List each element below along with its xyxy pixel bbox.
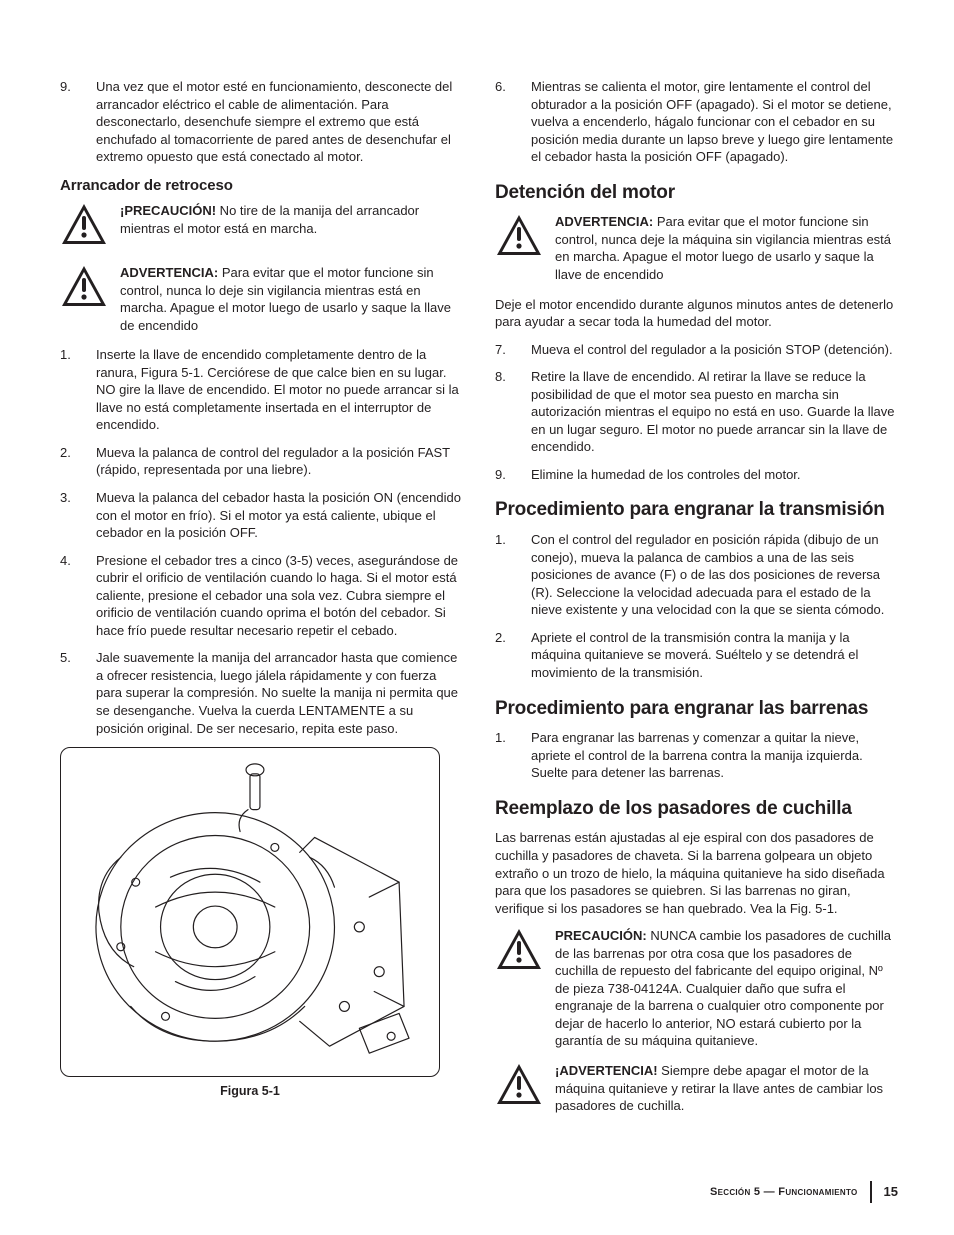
list-item: 9. Una vez que el motor esté en funciona… bbox=[60, 78, 463, 166]
item-number: 2. bbox=[495, 629, 531, 682]
footer-page-number: 15 bbox=[884, 1183, 898, 1201]
list-item: 8.Retire la llave de encendido. Al retir… bbox=[495, 368, 898, 456]
warning-triangle-icon bbox=[60, 264, 108, 308]
item-number: 9. bbox=[60, 78, 96, 166]
item-text: Mueva el control del regulador a la posi… bbox=[531, 341, 898, 359]
heading-engage-augers: Procedimiento para engranar las barrenas bbox=[495, 696, 898, 722]
intro-list: 9. Una vez que el motor esté en funciona… bbox=[60, 78, 463, 166]
item-number: 1. bbox=[60, 346, 96, 434]
item-number: 7. bbox=[495, 341, 531, 359]
item-text: Mueva la palanca de control del regulado… bbox=[96, 444, 463, 479]
caution-body: NUNCA cambie los pasadores de cuchilla d… bbox=[555, 928, 891, 1048]
auger-steps: 1.Para engranar las barrenas y comenzar … bbox=[495, 729, 898, 782]
item-text: Jale suavemente la manija del arrancador… bbox=[96, 649, 463, 737]
warning-text: ¡ADVERTENCIA! Siempre debe apagar el mot… bbox=[555, 1062, 898, 1115]
caution-block: ¡PRECAUCIÓN! No tire de la manija del ar… bbox=[60, 202, 463, 246]
list-item: 4.Presione el cebador tres a cinco (3-5)… bbox=[60, 552, 463, 640]
shear-intro: Las barrenas están ajustadas al eje espi… bbox=[495, 829, 898, 917]
list-item: 1.Inserte la llave de encendido completa… bbox=[60, 346, 463, 434]
heading-stop-engine: Detención del motor bbox=[495, 180, 898, 206]
heading-recoil-starter: Arrancador de retroceso bbox=[60, 176, 463, 196]
list-item: 6. Mientras se calienta el motor, gire l… bbox=[495, 78, 898, 166]
item-number: 6. bbox=[495, 78, 531, 166]
warning-block: ADVERTENCIA: Para evitar que el motor fu… bbox=[495, 213, 898, 283]
warning-text: ADVERTENCIA: Para evitar que el motor fu… bbox=[120, 264, 463, 334]
warmup-list: 6. Mientras se calienta el motor, gire l… bbox=[495, 78, 898, 166]
heading-engage-transmission: Procedimiento para engranar la transmisi… bbox=[495, 497, 898, 523]
item-number: 9. bbox=[495, 466, 531, 484]
item-text: Presione el cebador tres a cinco (3-5) v… bbox=[96, 552, 463, 640]
list-item: 5.Jale suavemente la manija del arrancad… bbox=[60, 649, 463, 737]
stop-steps: 7.Mueva el control del regulador a la po… bbox=[495, 341, 898, 484]
list-item: 3.Mueva la palanca del cebador hasta la … bbox=[60, 489, 463, 542]
warning-triangle-icon bbox=[60, 202, 108, 246]
caution-lead: ¡PRECAUCIÓN! bbox=[120, 203, 216, 218]
item-number: 1. bbox=[495, 531, 531, 619]
item-text: Con el control del regulador en posición… bbox=[531, 531, 898, 619]
warning-lead: ADVERTENCIA: bbox=[555, 214, 653, 229]
item-text: Retire la llave de encendido. Al retirar… bbox=[531, 368, 898, 456]
list-item: 2.Apriete el control de la transmisión c… bbox=[495, 629, 898, 682]
item-text: Inserte la llave de encendido completame… bbox=[96, 346, 463, 434]
item-text: Apriete el control de la transmisión con… bbox=[531, 629, 898, 682]
page-footer: Sección 5 — Funcionamiento 15 bbox=[710, 1181, 898, 1203]
footer-divider bbox=[870, 1181, 872, 1203]
warning-lead: ¡ADVERTENCIA! bbox=[555, 1063, 658, 1078]
warning-block: ¡ADVERTENCIA! Siempre debe apagar el mot… bbox=[495, 1062, 898, 1115]
figure-caption: Figura 5-1 bbox=[60, 1083, 440, 1100]
caution-text: ¡PRECAUCIÓN! No tire de la manija del ar… bbox=[120, 202, 463, 237]
list-item: 2.Mueva la palanca de control del regula… bbox=[60, 444, 463, 479]
item-number: 3. bbox=[60, 489, 96, 542]
item-text: Para engranar las barrenas y comenzar a … bbox=[531, 729, 898, 782]
recoil-steps: 1.Inserte la llave de encendido completa… bbox=[60, 346, 463, 737]
stop-intro: Deje el motor encendido durante algunos … bbox=[495, 296, 898, 331]
item-text: Mientras se calienta el motor, gire lent… bbox=[531, 78, 898, 166]
right-column: 6. Mientras se calienta el motor, gire l… bbox=[495, 78, 898, 1127]
warning-lead: ADVERTENCIA: bbox=[120, 265, 218, 280]
item-text: Mueva la palanca del cebador hasta la po… bbox=[96, 489, 463, 542]
heading-replace-shear-pins: Reemplazo de los pasadores de cuchilla bbox=[495, 796, 898, 822]
warning-triangle-icon bbox=[495, 927, 543, 971]
footer-section-label: Sección 5 — Funcionamiento bbox=[710, 1185, 858, 1200]
item-number: 4. bbox=[60, 552, 96, 640]
caution-text: PRECAUCIÓN: NUNCA cambie los pasadores d… bbox=[555, 927, 898, 1050]
warning-block: ADVERTENCIA: Para evitar que el motor fu… bbox=[60, 264, 463, 334]
trans-steps: 1.Con el control del regulador en posici… bbox=[495, 531, 898, 681]
list-item: 1.Con el control del regulador en posici… bbox=[495, 531, 898, 619]
warning-text: ADVERTENCIA: Para evitar que el motor fu… bbox=[555, 213, 898, 283]
item-number: 5. bbox=[60, 649, 96, 737]
list-item: 9.Elimine la humedad de los controles de… bbox=[495, 466, 898, 484]
left-column: 9. Una vez que el motor esté en funciona… bbox=[60, 78, 463, 1127]
item-text: Elimine la humedad de los controles del … bbox=[531, 466, 898, 484]
list-item: 7.Mueva el control del regulador a la po… bbox=[495, 341, 898, 359]
figure-5-1 bbox=[60, 747, 440, 1077]
caution-block: PRECAUCIÓN: NUNCA cambie los pasadores d… bbox=[495, 927, 898, 1050]
item-text: Una vez que el motor esté en funcionamie… bbox=[96, 78, 463, 166]
item-number: 2. bbox=[60, 444, 96, 479]
list-item: 1.Para engranar las barrenas y comenzar … bbox=[495, 729, 898, 782]
item-number: 1. bbox=[495, 729, 531, 782]
caution-lead: PRECAUCIÓN: bbox=[555, 928, 647, 943]
warning-triangle-icon bbox=[495, 213, 543, 257]
warning-triangle-icon bbox=[495, 1062, 543, 1106]
item-number: 8. bbox=[495, 368, 531, 456]
